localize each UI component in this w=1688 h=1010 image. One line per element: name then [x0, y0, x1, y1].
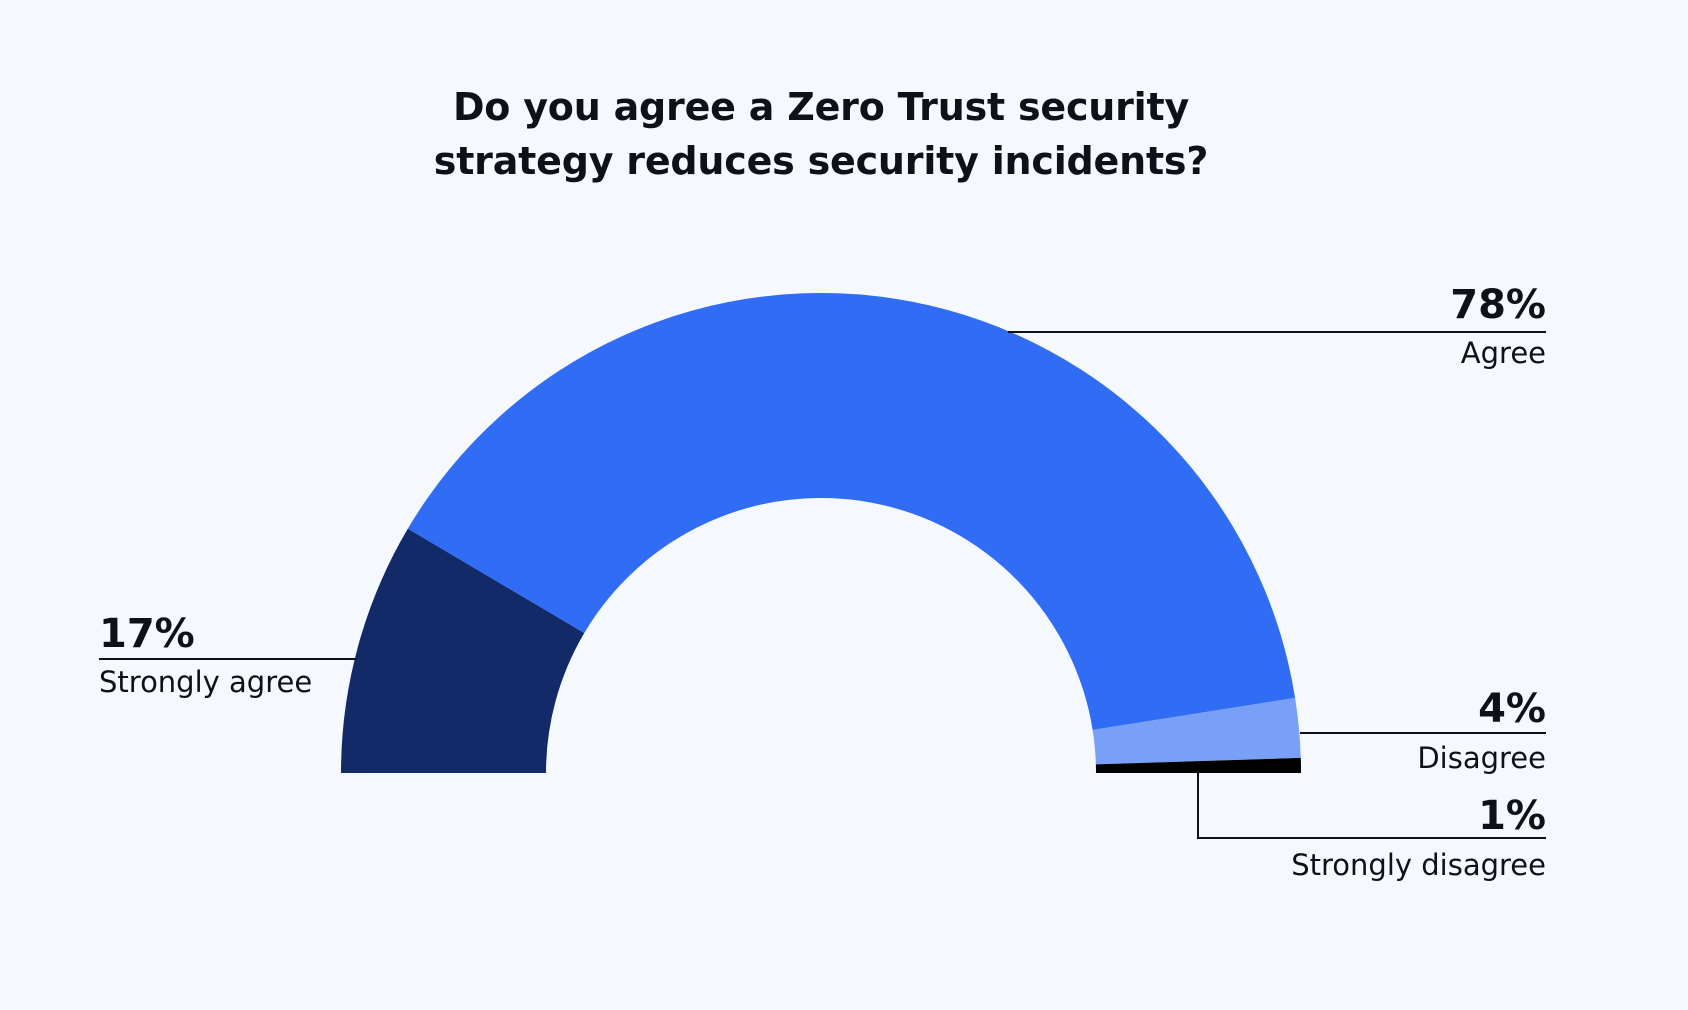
leader-line-strongly-disagree [1197, 770, 1546, 839]
value-label-strongly-disagree: 1% [1478, 793, 1546, 839]
category-label-strongly-agree: Strongly agree [99, 665, 312, 699]
slice-disagree [1092, 697, 1301, 765]
slice-agree [407, 292, 1296, 730]
category-label-strongly-disagree: Strongly disagree [1291, 848, 1546, 882]
value-label-disagree: 4% [1478, 686, 1546, 732]
labels-group: 17% Strongly agree 78% Agree 4% Disagree 1% Str… [99, 282, 1546, 882]
chart-title: Do you agree a Zero Trust security strat… [433, 85, 1209, 183]
slice-strongly-disagree [1095, 757, 1301, 773]
value-label-strongly-agree: 17% [99, 611, 195, 657]
category-label-agree: Agree [1461, 336, 1546, 370]
slice-strongly-agree [341, 528, 585, 773]
value-label-agree: 78% [1450, 282, 1546, 328]
slices-group [341, 292, 1301, 773]
category-label-disagree: Disagree [1417, 741, 1546, 775]
